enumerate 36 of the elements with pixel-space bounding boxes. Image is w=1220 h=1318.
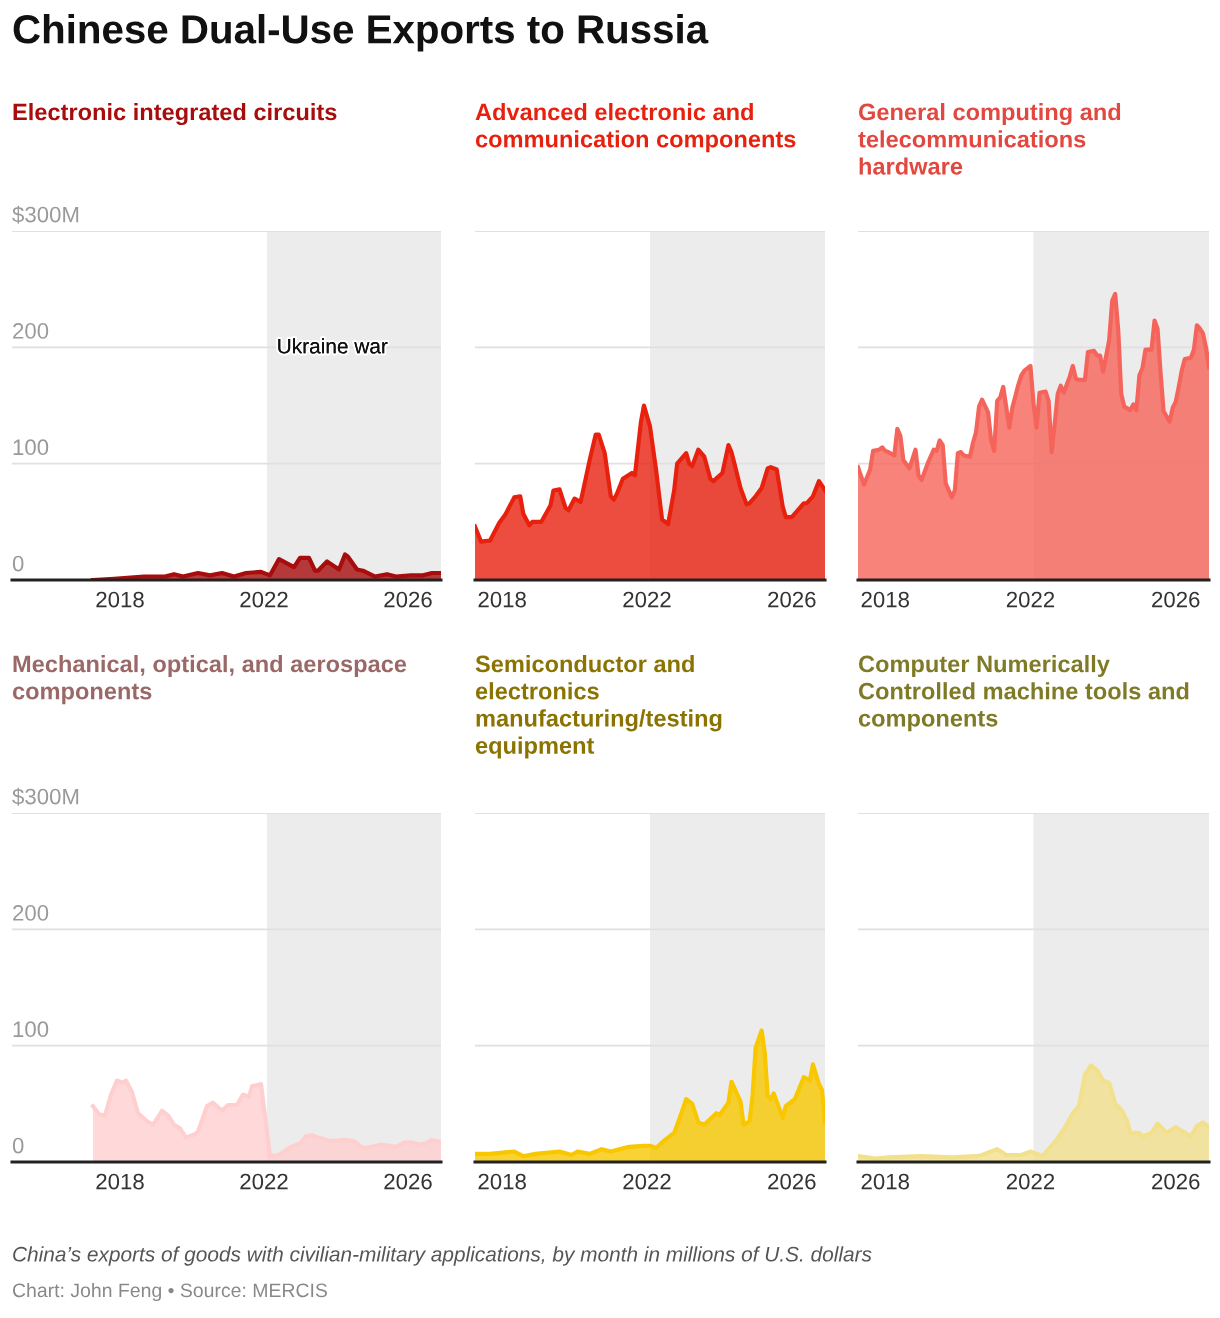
x-tick-label: 2018 (478, 591, 526, 608)
x-tick-label: 2018 (861, 591, 909, 608)
x-tick-label: 2026 (768, 1173, 816, 1190)
y-tick-label: 200 (13, 905, 49, 921)
x-tick-label: 2018 (96, 591, 144, 608)
y-tick-label: 100 (13, 439, 49, 456)
chart-title: Mechanical, optical, and aerospace components (12, 655, 407, 705)
chart-title: Electronic integrated circuits (13, 103, 337, 126)
x-tick-label: 2026 (384, 1173, 432, 1190)
band-label: Ukraine war (278, 338, 388, 354)
text: China’s exports of goods with civilian-military applications, by month in millions of U.S. dollars (13, 1246, 872, 1266)
x-tick-label: 2018 (861, 1173, 909, 1190)
x-tick-label: 2026 (1152, 591, 1200, 608)
x-tick-label: 2022 (1006, 1173, 1055, 1190)
x-tick-label: 2022 (1006, 591, 1055, 608)
x-tick-label: 2022 (623, 591, 671, 608)
text: Chart: John Feng • Source: MERCIS (12, 1282, 327, 1302)
text: Chinese Dual-Use Exports to Russia (13, 14, 709, 52)
y-tick-label: 100 (13, 1021, 49, 1038)
chart-title: Computer Numerically Controlled machine tools and components (858, 655, 1189, 732)
x-tick-label: 2026 (768, 591, 816, 608)
y-tick-label: 0 (12, 1137, 24, 1154)
x-tick-label: 2022 (240, 1173, 288, 1190)
x-tick-label: 2018 (96, 1173, 144, 1190)
chart-title: General computing and telecommunications hardware (858, 103, 1121, 175)
x-tick-label: 2018 (478, 1173, 526, 1190)
x-tick-label: 2026 (1152, 1173, 1200, 1190)
x-tick-label: 2026 (384, 591, 432, 608)
chart-title: Advanced electronic and communication components (475, 103, 796, 153)
y-tick-label: $300M (12, 205, 79, 224)
y-tick-label: $300M (12, 787, 79, 806)
y-tick-label: 0 (12, 555, 24, 572)
chart-title: Semiconductor and electronics manufacturing/testing equipment (475, 655, 722, 759)
x-tick-label: 2022 (623, 1173, 671, 1190)
y-tick-label: 200 (13, 323, 49, 339)
x-tick-label: 2022 (240, 591, 288, 608)
